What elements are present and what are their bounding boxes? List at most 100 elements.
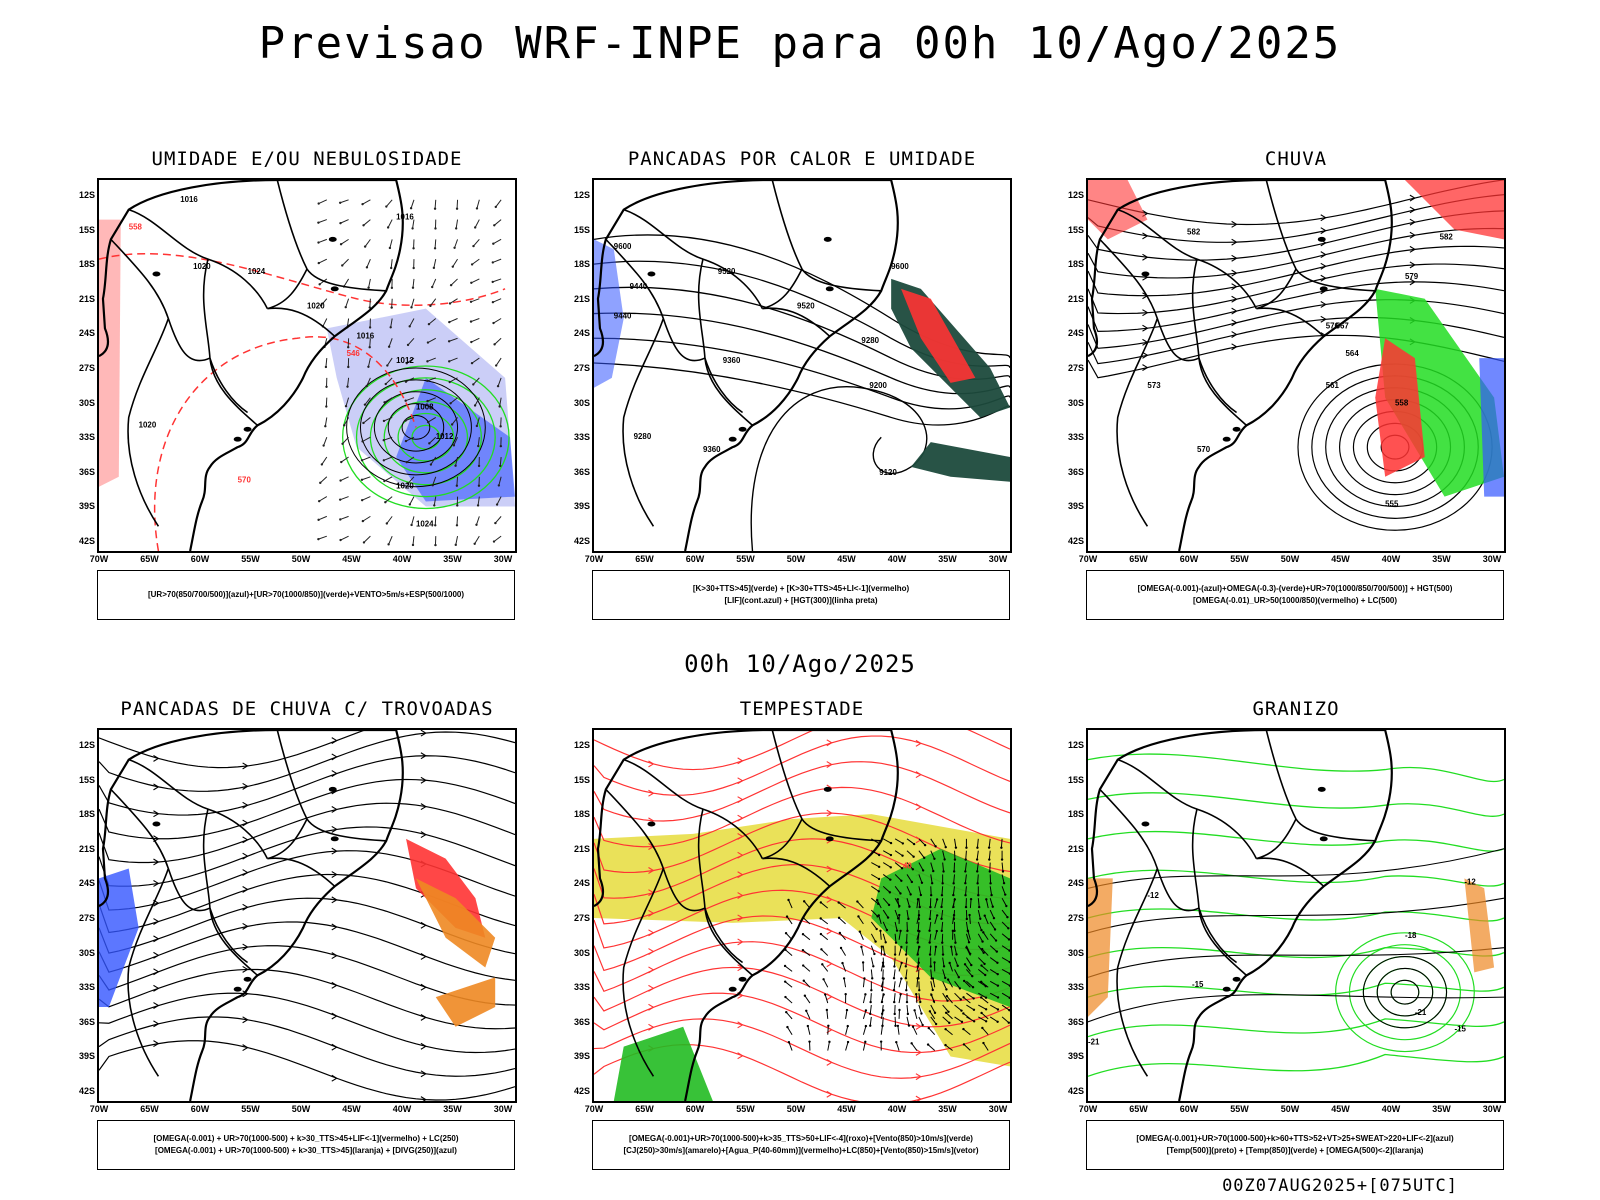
streamline-arrow <box>331 923 338 931</box>
vector-head <box>886 916 890 919</box>
wind-vector <box>870 957 874 967</box>
streamline-arrow <box>826 993 833 1001</box>
vector-head <box>368 326 372 329</box>
wind-vector <box>412 219 415 229</box>
streamline <box>594 966 1010 1028</box>
wind-vector <box>340 496 349 501</box>
isoline <box>1362 956 1448 1029</box>
lon-tick-label: 55W <box>736 554 755 564</box>
wind-vector <box>318 238 327 243</box>
wind-vector <box>869 1016 872 1026</box>
lat-tick-label: 33S <box>573 432 590 443</box>
streamline-arrow <box>915 739 922 747</box>
wind-vector <box>930 1016 937 1025</box>
lat-tick-label: 18S <box>78 809 95 820</box>
wind-vector <box>942 1016 950 1024</box>
wind-vector <box>840 947 847 956</box>
isoline <box>373 391 459 464</box>
wind-vector <box>369 298 371 308</box>
vector-head <box>916 941 919 944</box>
wind-vector <box>871 862 880 868</box>
lat-tick-label: 21S <box>573 843 590 854</box>
lon-tick-label: 50W <box>291 554 311 564</box>
vector-head <box>881 989 884 992</box>
border-line <box>1099 788 1200 912</box>
vector-head <box>491 261 495 264</box>
streamline-arrow <box>648 1003 655 1011</box>
wind-vector <box>471 258 480 265</box>
wind-vector <box>882 945 886 955</box>
vector-head <box>911 1025 915 1028</box>
streamline-arrow <box>737 914 744 922</box>
lon-tick-label: 35W <box>1432 1104 1451 1114</box>
vector-head <box>360 478 364 481</box>
wind-vector <box>474 397 480 406</box>
wind-vector <box>964 963 971 972</box>
wind-vector <box>1001 1004 1010 1011</box>
isoline <box>387 403 445 452</box>
wind-vector <box>821 948 829 956</box>
vector-head <box>322 444 325 447</box>
wind-vector <box>433 496 437 506</box>
border-line <box>704 907 744 964</box>
vector-head <box>470 263 474 266</box>
wind-vector <box>318 496 328 502</box>
wind-vector <box>976 850 979 860</box>
contour-label: -12 <box>1464 877 1476 886</box>
lat-tick-label: 15S <box>1067 224 1084 235</box>
vector-head <box>977 894 980 897</box>
vector-head <box>477 444 480 448</box>
wind-vector <box>882 933 887 943</box>
wind-vector <box>786 916 793 925</box>
vector-head <box>338 498 342 501</box>
streamline-arrow <box>1409 194 1416 202</box>
vector-head <box>874 940 877 943</box>
wind-vector <box>881 981 884 991</box>
contour-label: 1020 <box>193 262 211 271</box>
vector-head <box>879 929 882 933</box>
wind-vector <box>842 962 847 972</box>
wind-vector <box>981 948 989 956</box>
wind-vector <box>870 909 878 917</box>
lon-tick-label: 70W <box>584 1104 604 1114</box>
vector-head <box>896 898 899 901</box>
wind-vector <box>929 910 932 920</box>
wind-vector <box>785 949 793 956</box>
wind-vector <box>898 930 902 940</box>
contour-label: 1012 <box>396 356 414 365</box>
wind-vector <box>963 996 971 1004</box>
wind-vector <box>432 476 437 486</box>
wind-vector <box>785 1011 793 1020</box>
streamline-arrow <box>153 810 160 818</box>
wind-vector <box>894 933 897 943</box>
lake-mark <box>823 786 832 792</box>
wind-vector <box>347 377 350 387</box>
vector-head <box>801 948 805 952</box>
wind-vector <box>966 969 973 977</box>
lat-tick-label: 33S <box>573 982 590 993</box>
vector-head <box>918 930 921 933</box>
vector-head <box>448 380 451 384</box>
wind-vector <box>496 496 502 505</box>
wind-vector <box>1001 1016 1010 1024</box>
border-line <box>762 818 803 860</box>
wind-vector <box>880 1025 883 1035</box>
wind-vector <box>471 278 480 284</box>
wind-vector <box>858 916 864 925</box>
wind-vector <box>411 516 415 526</box>
wind-vector <box>785 996 793 1004</box>
lake-mark <box>1222 986 1231 992</box>
lat-tick-label: 33S <box>1067 432 1084 443</box>
temp500-line <box>1088 848 1504 889</box>
wind-vector <box>495 516 502 524</box>
wind-vector <box>494 337 502 345</box>
streamline-arrow <box>1320 214 1327 222</box>
vector-head <box>928 953 932 956</box>
wind-vector <box>895 1041 900 1051</box>
vector-head <box>923 856 926 860</box>
wind-vector <box>827 1041 830 1051</box>
vector-head <box>317 499 321 503</box>
lon-tick-label: 60W <box>190 554 210 564</box>
vector-head <box>875 927 878 931</box>
vector-head <box>933 1011 937 1015</box>
